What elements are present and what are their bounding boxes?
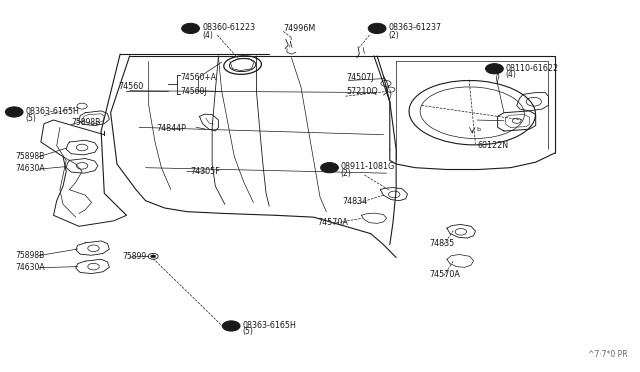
Text: 74630A: 74630A bbox=[15, 263, 45, 272]
Text: 74835: 74835 bbox=[429, 240, 455, 248]
Text: N: N bbox=[326, 165, 332, 171]
Text: 08911-1081G: 08911-1081G bbox=[340, 163, 394, 171]
Text: 08363-6165H: 08363-6165H bbox=[26, 107, 79, 116]
Text: 74560J: 74560J bbox=[180, 87, 207, 96]
Text: 74305F: 74305F bbox=[190, 167, 220, 176]
Text: S: S bbox=[228, 323, 234, 329]
Circle shape bbox=[5, 107, 23, 117]
Text: 74507J: 74507J bbox=[347, 73, 374, 83]
Circle shape bbox=[182, 23, 200, 33]
Text: (4): (4) bbox=[505, 70, 516, 80]
Circle shape bbox=[150, 255, 156, 258]
Text: 60122N: 60122N bbox=[477, 141, 508, 150]
Text: (5): (5) bbox=[243, 327, 253, 336]
Text: 74570A: 74570A bbox=[429, 270, 461, 279]
Text: 74834: 74834 bbox=[343, 197, 368, 206]
Text: 74570A: 74570A bbox=[317, 218, 348, 227]
Text: (2): (2) bbox=[340, 169, 351, 179]
Text: S: S bbox=[492, 66, 497, 72]
Text: 75898B: 75898B bbox=[15, 251, 45, 260]
Text: S: S bbox=[188, 25, 193, 31]
Circle shape bbox=[222, 321, 240, 331]
Text: 75899: 75899 bbox=[122, 252, 147, 261]
Circle shape bbox=[321, 163, 339, 173]
Circle shape bbox=[368, 23, 386, 33]
Text: 08363-61237: 08363-61237 bbox=[388, 23, 442, 32]
Text: 74630A: 74630A bbox=[15, 164, 45, 173]
Circle shape bbox=[486, 64, 503, 74]
Text: 74560: 74560 bbox=[118, 82, 143, 91]
Text: (5): (5) bbox=[26, 114, 36, 123]
Text: S: S bbox=[374, 25, 380, 31]
Text: 74844P: 74844P bbox=[156, 124, 186, 132]
Text: 75898B: 75898B bbox=[15, 152, 45, 161]
Text: 08360-61223: 08360-61223 bbox=[203, 23, 256, 32]
Text: 08110-61622: 08110-61622 bbox=[505, 64, 558, 73]
Text: ^7·7*0 PR: ^7·7*0 PR bbox=[588, 350, 628, 359]
Text: 57210Q: 57210Q bbox=[347, 87, 378, 96]
Text: 74996M: 74996M bbox=[284, 24, 316, 33]
Text: 74560+A: 74560+A bbox=[180, 73, 216, 83]
Text: (4): (4) bbox=[203, 31, 214, 39]
Text: b: b bbox=[477, 127, 481, 132]
Text: 75898B: 75898B bbox=[71, 118, 100, 127]
Text: S: S bbox=[12, 109, 17, 115]
Text: (2): (2) bbox=[388, 31, 399, 39]
Text: 08363-6165H: 08363-6165H bbox=[243, 321, 296, 330]
